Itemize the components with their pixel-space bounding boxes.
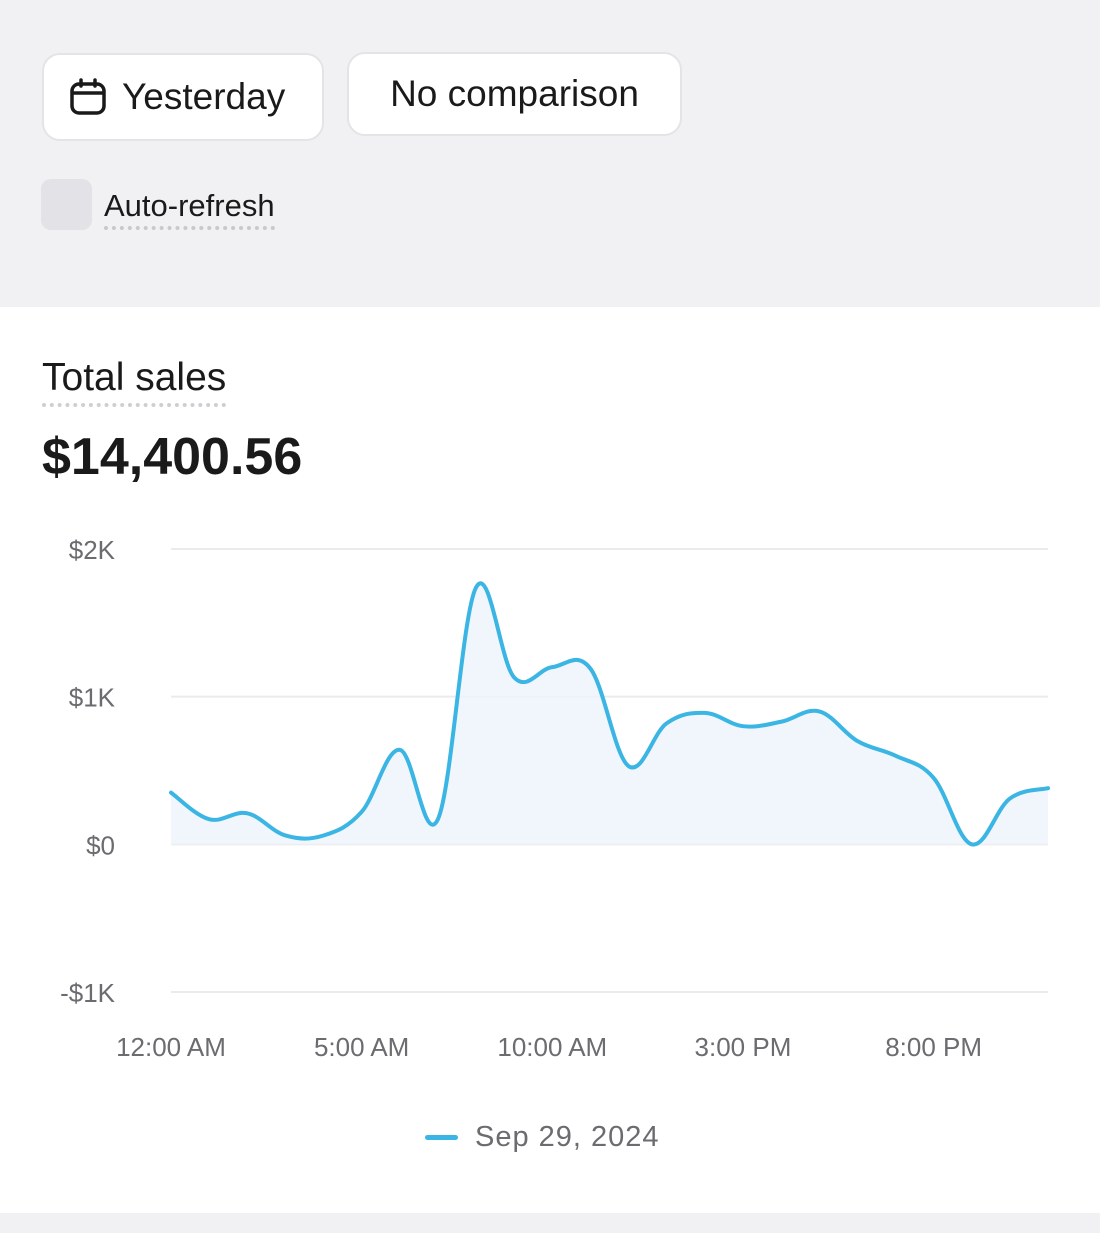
- total-sales-card: Total sales $14,400.56 $2K $1K $0 -$1K 12:00…: [0, 307, 1100, 1213]
- x-tick-label: 5:00 AM: [314, 1032, 409, 1062]
- comparison-label: No comparison: [390, 73, 639, 114]
- x-tick-label: 10:00 AM: [497, 1032, 607, 1062]
- legend-label: Sep 29, 2024: [475, 1121, 660, 1153]
- bottom-strip: [0, 1213, 1100, 1233]
- y-tick-label: $0: [86, 830, 115, 860]
- card-title[interactable]: Total sales: [42, 355, 227, 407]
- chart-legend: Sep 29, 2024: [425, 1121, 660, 1154]
- calendar-icon: [70, 78, 106, 115]
- y-tick-label: -$1K: [60, 978, 116, 1008]
- y-tick-label: $2K: [69, 535, 116, 565]
- x-tick-label: 8:00 PM: [885, 1032, 982, 1062]
- auto-refresh-checkbox[interactable]: [41, 179, 92, 230]
- legend-swatch: [425, 1135, 458, 1140]
- auto-refresh-label[interactable]: Auto-refresh: [104, 188, 275, 230]
- date-range-label: Yesterday: [122, 76, 286, 117]
- y-tick-label: $1K: [69, 683, 116, 713]
- filter-bar: Yesterday No comparison Auto-refresh: [0, 0, 1100, 307]
- date-range-button[interactable]: Yesterday: [42, 53, 324, 141]
- series-line: [169, 581, 1050, 847]
- total-sales-value: $14,400.56: [42, 428, 303, 486]
- series-area: [171, 583, 1048, 845]
- x-tick-label: 3:00 PM: [695, 1032, 792, 1062]
- x-tick-label: 12:00 AM: [116, 1032, 226, 1062]
- comparison-button[interactable]: No comparison: [347, 52, 682, 136]
